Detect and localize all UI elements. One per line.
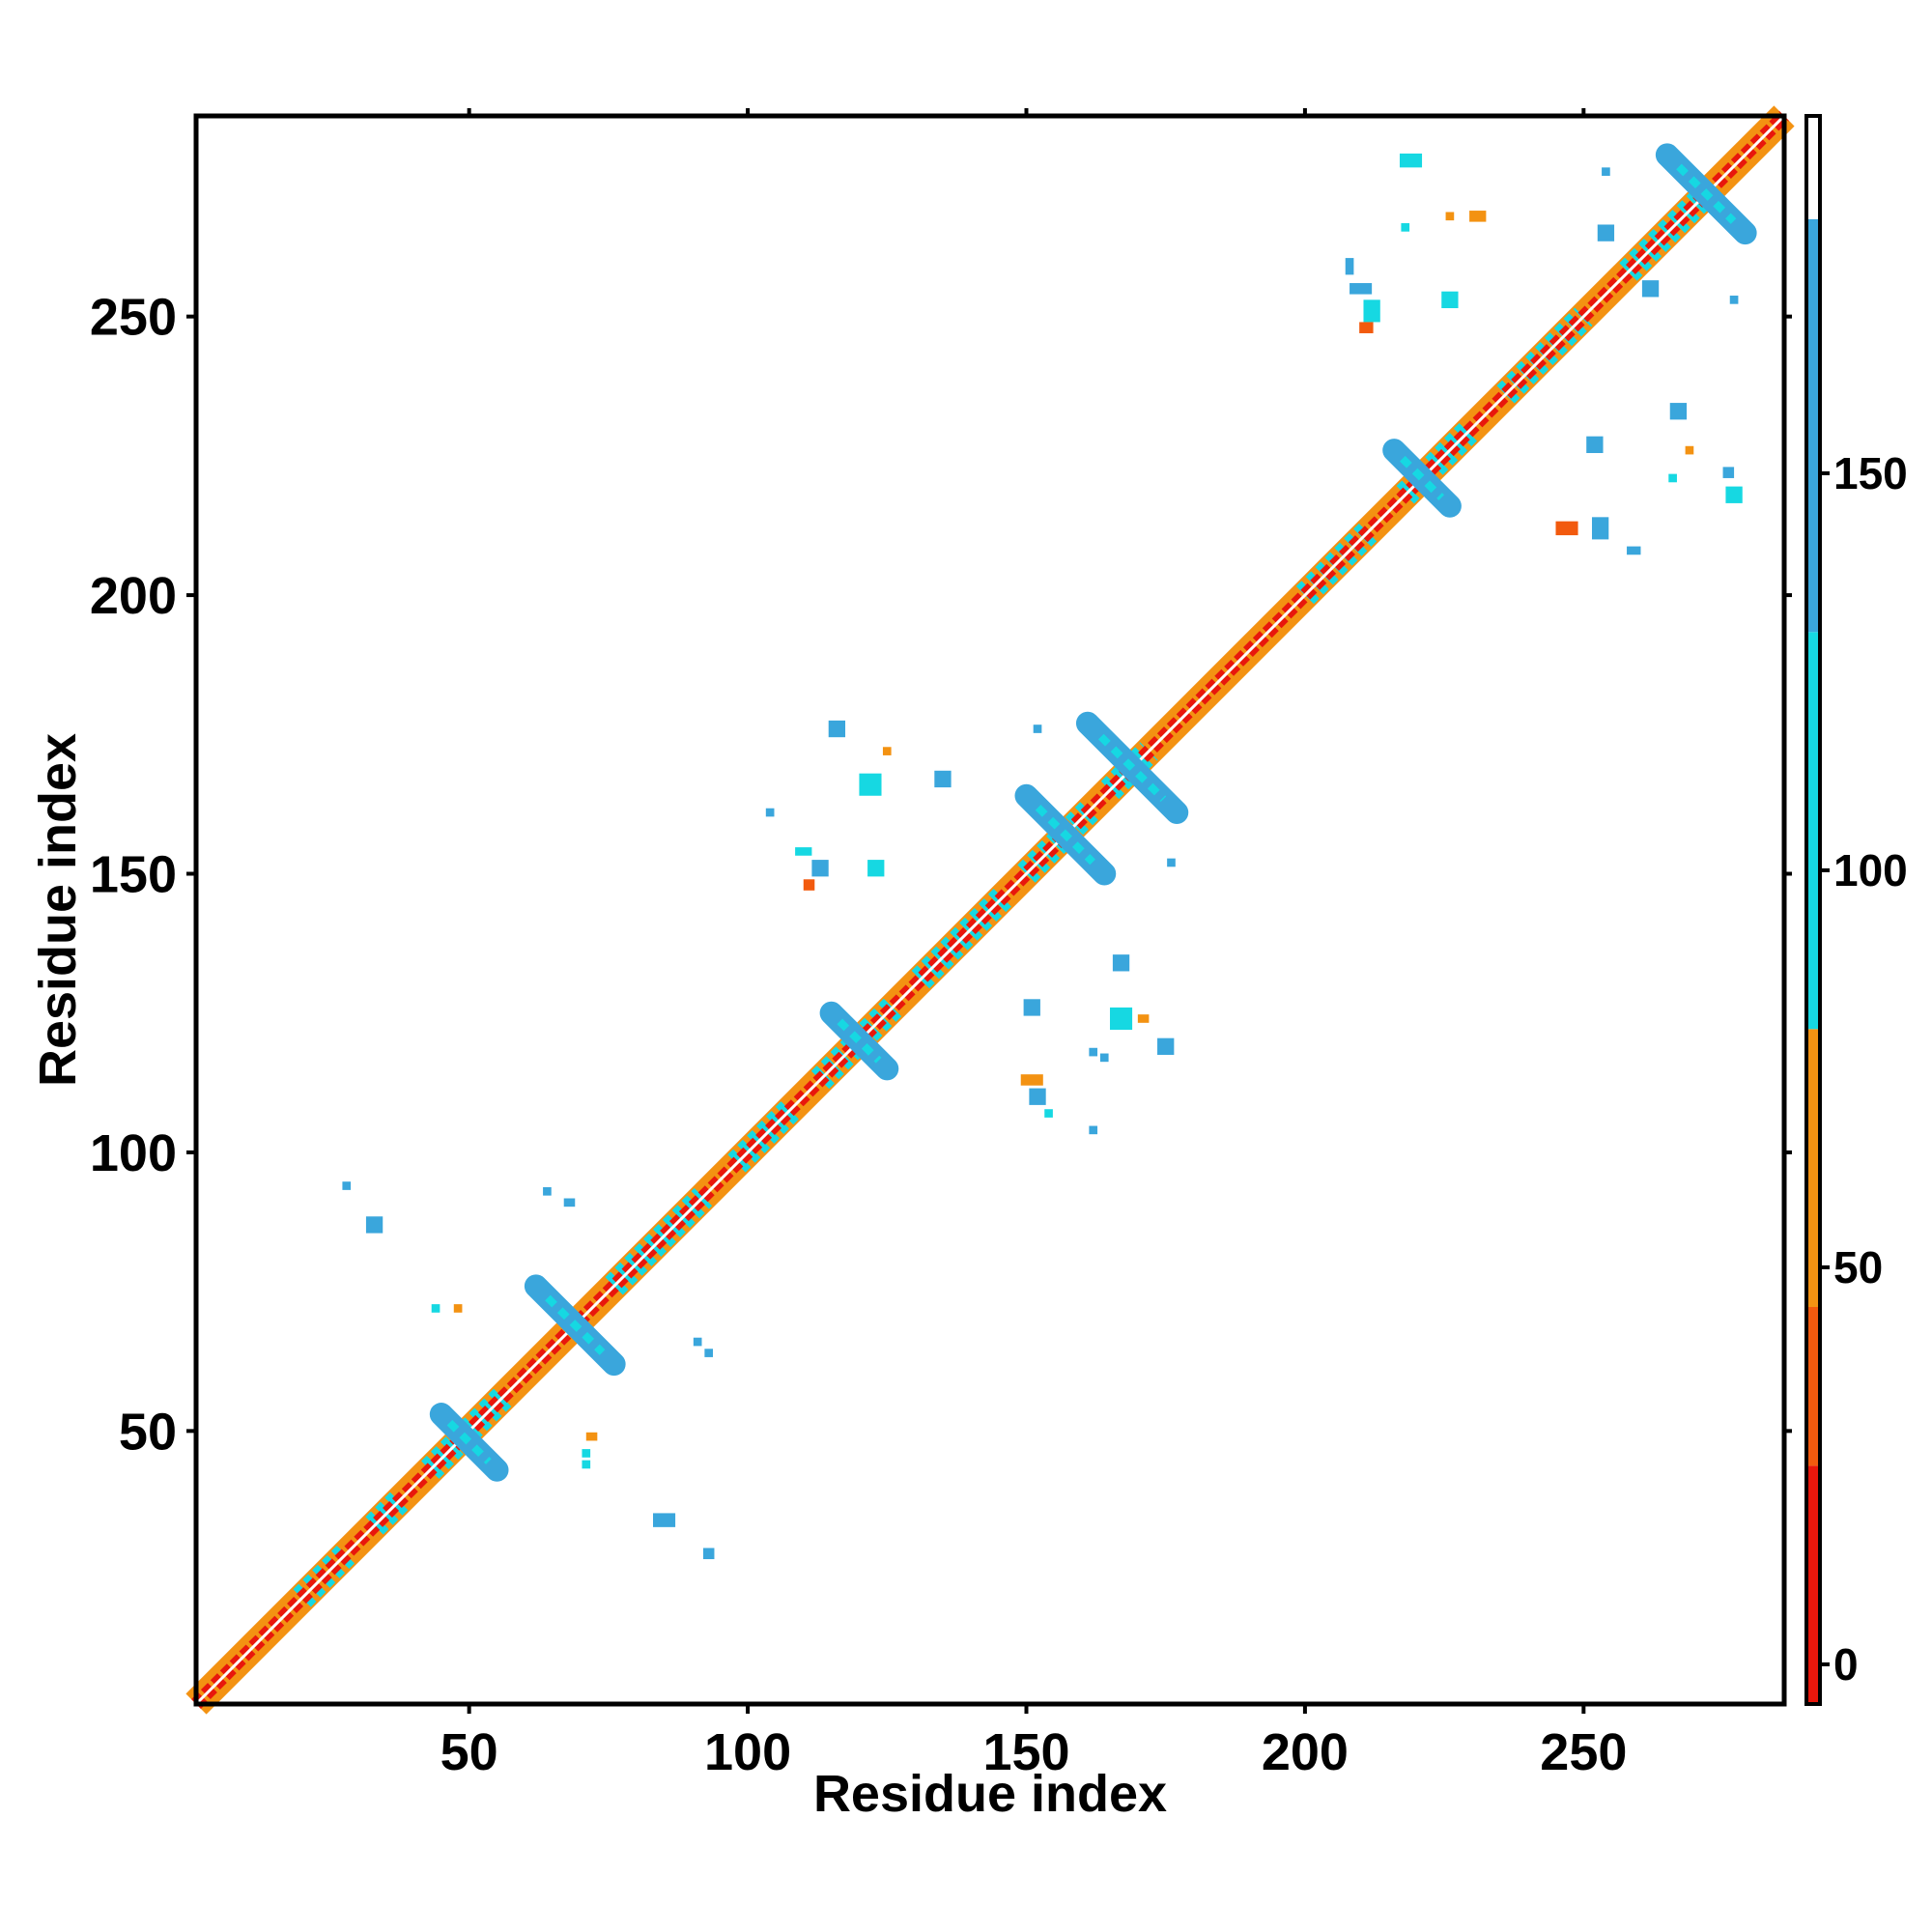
y-tick-label: 250 — [90, 289, 177, 347]
colorbar-frame — [1804, 114, 1822, 1706]
contact-cross-core — [446, 1419, 492, 1464]
contact-spot — [582, 1460, 591, 1469]
colorbar-tick-label: 50 — [1833, 1242, 1883, 1293]
contact-spot — [1555, 521, 1578, 536]
colorbar-tick-label: 150 — [1833, 448, 1908, 498]
contact-spot — [1586, 436, 1604, 453]
contact-spot — [582, 1449, 591, 1458]
x-tick-label: 50 — [440, 1723, 498, 1781]
colorbar: 0 50 100 150 — [1804, 114, 1908, 1706]
contact-spot — [1641, 280, 1660, 298]
contact-spot — [1157, 1037, 1175, 1055]
contact-spot — [1602, 167, 1610, 177]
y-tick-label: 150 — [90, 846, 177, 904]
contact-spot — [859, 773, 882, 796]
contact-spot — [803, 879, 815, 891]
y-axis-title: Residue index — [29, 733, 87, 1087]
contact-cross-core — [1676, 163, 1737, 224]
contact-spot — [1685, 445, 1694, 455]
contact-spot — [1363, 299, 1380, 323]
x-tick-label: 250 — [1540, 1723, 1627, 1781]
colorbar-band — [1806, 1029, 1820, 1307]
contact-spot — [1099, 1053, 1109, 1063]
colorbar-band — [1806, 116, 1820, 219]
x-tick-label: 200 — [1262, 1723, 1349, 1781]
contact-spot — [765, 808, 775, 817]
contact-cross-core — [545, 1294, 606, 1355]
contact-spot — [1023, 999, 1040, 1016]
contact-spot — [1350, 283, 1373, 295]
contact-spot — [1112, 954, 1130, 972]
contact-spot — [1445, 212, 1455, 221]
contact-spot — [1167, 858, 1176, 867]
contact-spot — [1725, 486, 1743, 503]
contact-spot — [828, 720, 846, 738]
contact-spot — [1029, 1088, 1046, 1105]
contact-spot — [431, 1304, 440, 1313]
contact-spot — [1627, 546, 1641, 555]
contact-spot — [882, 747, 892, 755]
contact-spot — [365, 1216, 384, 1234]
contact-spot — [543, 1186, 552, 1196]
contact-spot — [811, 860, 829, 877]
contact-cross-core — [1400, 455, 1445, 500]
contact-spot — [1399, 153, 1423, 168]
colorbar-band — [1806, 632, 1820, 1030]
contact-spot — [1722, 467, 1735, 478]
colorbar-band — [1806, 218, 1820, 633]
y-tick-label: 50 — [119, 1403, 177, 1461]
contact-spot — [563, 1198, 576, 1208]
contact-spot — [1591, 517, 1609, 540]
contact-spot — [934, 770, 952, 788]
contact-spot — [1020, 1074, 1043, 1086]
contact-spot — [1401, 223, 1410, 232]
colorbar-tick-label: 0 — [1833, 1639, 1859, 1690]
contact-spot — [795, 847, 812, 856]
contact-cross-core — [1035, 805, 1095, 866]
y-tick-label: 200 — [90, 567, 177, 625]
x-axis-title: Residue index — [813, 1765, 1167, 1823]
contact-cross-core — [837, 1018, 882, 1064]
contact-spot — [1669, 403, 1688, 420]
contact-spot — [1668, 473, 1677, 483]
contact-spot — [1469, 211, 1487, 222]
x-tick-label: 100 — [704, 1723, 791, 1781]
colorbar-band — [1806, 1307, 1820, 1466]
contact-cross-core — [1097, 733, 1167, 803]
contact-spot — [693, 1337, 702, 1347]
contact-spot — [867, 860, 885, 877]
contact-spot — [1345, 258, 1354, 275]
contact-spot — [702, 1548, 715, 1560]
contact-spot — [1137, 1014, 1150, 1023]
contact-spot — [1089, 1047, 1098, 1057]
contact-spot — [1729, 296, 1739, 304]
plot-frame — [193, 113, 1787, 1707]
y-tick-label: 100 — [90, 1124, 177, 1182]
contact-spot — [585, 1432, 598, 1441]
contact-spot — [1441, 291, 1459, 309]
colorbar-tick-label: 100 — [1833, 845, 1908, 895]
contact-spot — [1110, 1007, 1133, 1031]
contact-spot — [453, 1304, 463, 1313]
contact-spot — [342, 1181, 352, 1190]
x-tick-label: 150 — [982, 1723, 1069, 1781]
colorbar-band — [1806, 1465, 1820, 1704]
contact-spot — [653, 1513, 676, 1527]
contact-spot — [1044, 1109, 1053, 1118]
plot-cells — [185, 105, 1795, 1715]
contact-spot — [1597, 224, 1615, 242]
contact-spot — [1359, 322, 1374, 333]
y-axis: 50 100 150 200 250 — [90, 289, 1792, 1461]
contact-spot — [704, 1349, 714, 1357]
x-axis: 50 100 150 200 250 — [440, 108, 1627, 1781]
contact-spot — [1089, 1125, 1098, 1135]
contact-spot — [1033, 724, 1042, 733]
